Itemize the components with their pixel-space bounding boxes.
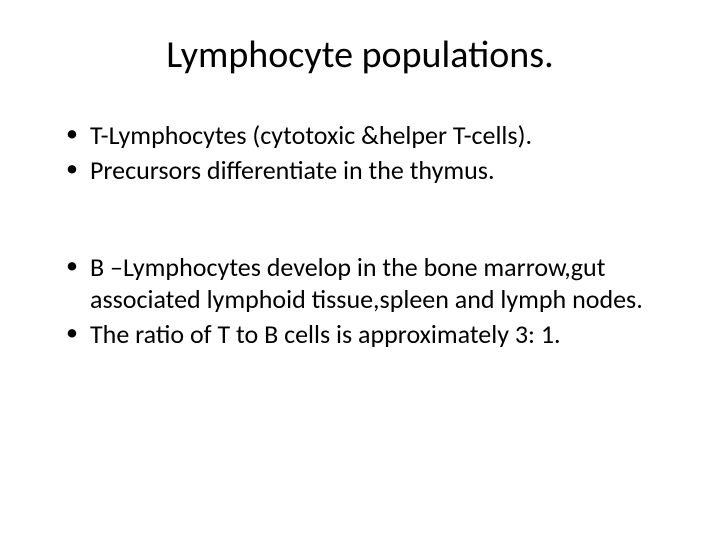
bullet-item: The ratio of T to B cells is approximate…	[66, 319, 672, 350]
spacer	[48, 190, 672, 252]
bullet-item: T-Lymphocytes (cytotoxic &helper T-cells…	[66, 120, 672, 151]
bullet-item: Precursors differentiate in the thymus.	[66, 155, 672, 186]
slide-container: Lymphocyte populations. T-Lymphocytes (c…	[0, 0, 720, 540]
slide-title: Lymphocyte populations.	[48, 32, 672, 78]
bullet-group-2: B –Lymphocytes develop in the bone marro…	[48, 252, 672, 350]
bullet-item: B –Lymphocytes develop in the bone marro…	[66, 252, 672, 314]
bullet-group-1: T-Lymphocytes (cytotoxic &helper T-cells…	[48, 120, 672, 186]
